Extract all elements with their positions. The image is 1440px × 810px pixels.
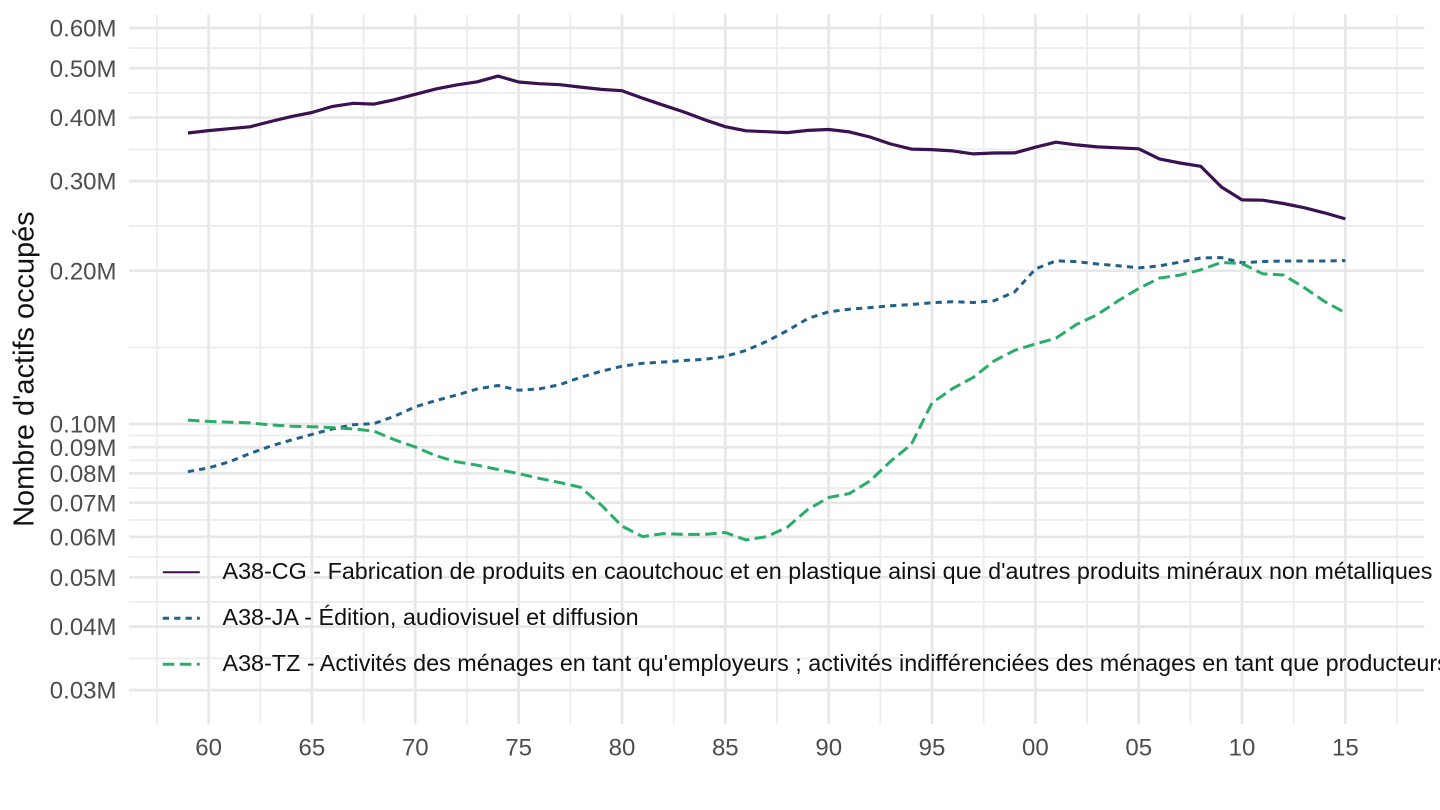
svg-text:0.08M: 0.08M	[50, 461, 117, 488]
svg-text:85: 85	[712, 735, 739, 762]
svg-text:A38-CG - Fabrication de produi: A38-CG - Fabrication de produits en caou…	[223, 558, 1433, 584]
svg-text:0.20M: 0.20M	[50, 258, 117, 285]
svg-text:Nombre d'actifs occupés: Nombre d'actifs occupés	[9, 211, 41, 526]
svg-text:00: 00	[1022, 735, 1049, 762]
svg-text:A38-JA - Édition, audiovisuel: A38-JA - Édition, audiovisuel et diffusi…	[223, 604, 639, 630]
svg-text:80: 80	[609, 735, 636, 762]
svg-text:0.50M: 0.50M	[50, 56, 117, 83]
svg-text:05: 05	[1125, 735, 1152, 762]
svg-text:0.07M: 0.07M	[50, 490, 117, 517]
svg-text:95: 95	[919, 735, 946, 762]
svg-text:70: 70	[402, 735, 429, 762]
svg-text:A38-TZ - Activités des ménages: A38-TZ - Activités des ménages en tant q…	[223, 650, 1440, 676]
svg-text:0.60M: 0.60M	[50, 16, 117, 43]
svg-text:0.03M: 0.03M	[50, 678, 117, 705]
svg-text:0.06M: 0.06M	[50, 525, 117, 552]
svg-text:65: 65	[299, 735, 326, 762]
svg-text:0.09M: 0.09M	[50, 435, 117, 462]
svg-text:60: 60	[195, 735, 222, 762]
svg-text:0.30M: 0.30M	[50, 169, 117, 196]
svg-text:0.10M: 0.10M	[50, 412, 117, 439]
svg-text:0.04M: 0.04M	[50, 614, 117, 641]
svg-text:0.40M: 0.40M	[50, 105, 117, 132]
svg-text:75: 75	[505, 735, 532, 762]
svg-text:90: 90	[815, 735, 842, 762]
svg-text:0.05M: 0.05M	[50, 565, 117, 592]
svg-text:15: 15	[1332, 735, 1359, 762]
svg-text:10: 10	[1229, 735, 1256, 762]
